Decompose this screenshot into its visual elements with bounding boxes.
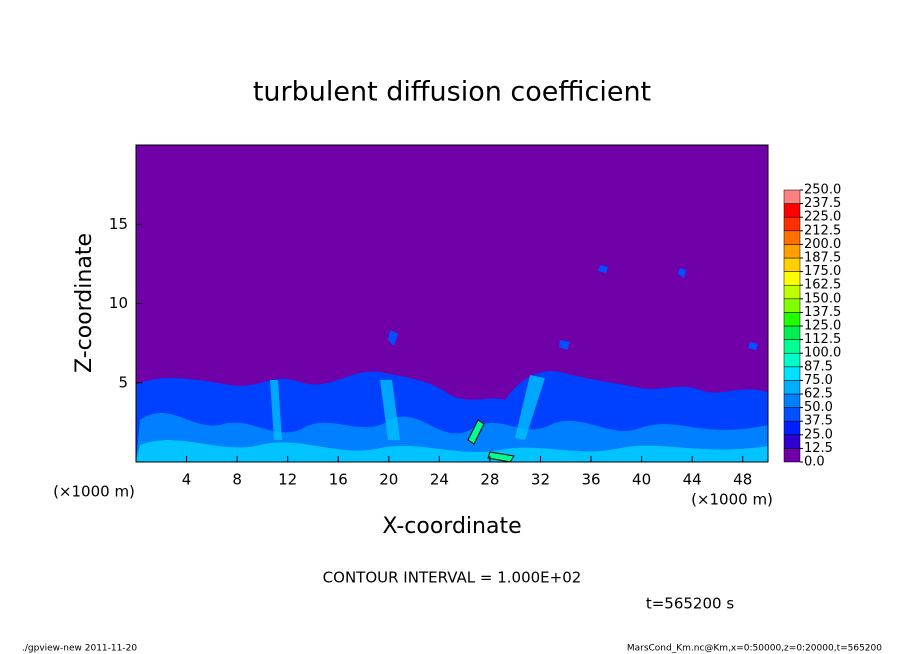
x-unit: (×1000 m): [691, 491, 773, 509]
colorbar-label: 37.5: [804, 414, 833, 429]
colorbar-bin: [783, 325, 801, 340]
colorbar-label: 50.0: [804, 400, 833, 415]
time-label: t=565200 s: [646, 595, 734, 613]
colorbar-bin: [783, 203, 801, 218]
colorbar-label: 25.0: [804, 427, 833, 442]
colorbar-label: 200.0: [804, 237, 841, 252]
colorbar-label: 225.0: [804, 210, 841, 225]
colorbar-label: 237.5: [804, 196, 841, 211]
x-tick-label: 20: [379, 471, 398, 489]
x-tick-label: 28: [480, 471, 499, 489]
y-tick-label: 10: [109, 294, 128, 312]
colorbar-label: 212.5: [804, 223, 841, 238]
colorbar-bin: [783, 284, 801, 300]
colorbar-label: 250.0: [804, 183, 841, 198]
colorbar-bin: [783, 298, 801, 313]
colorbar-label: 137.5: [804, 305, 841, 320]
colorbar-label: 62.5: [804, 387, 833, 402]
colorbar-label: 125.0: [804, 319, 841, 334]
colorbar-label: 100.0: [804, 346, 841, 361]
x-tick-label: 16: [329, 471, 348, 489]
colorbar-label: 75.0: [804, 373, 833, 388]
x-tick-label: 12: [278, 471, 297, 489]
x-tick-label: 36: [581, 471, 600, 489]
colorbar-bin: [783, 393, 801, 408]
colorbar-bin: [783, 230, 801, 245]
colorbar-bin: [783, 420, 801, 436]
colorbar-label: 87.5: [804, 359, 833, 374]
colorbar-bin: [783, 407, 801, 422]
y-axis-label: Z-coordinate: [72, 233, 97, 373]
colorbar-label: 150.0: [804, 291, 841, 306]
colorbar-bin: [783, 434, 801, 449]
colorbar-bin: [783, 216, 801, 232]
colorbar-bin: [783, 312, 801, 327]
field-streak: [270, 375, 545, 440]
colorbar-label: 112.5: [804, 332, 841, 347]
colorbar-bin: [783, 448, 801, 463]
colorbar-bin: [783, 339, 801, 354]
field-layer: [136, 440, 768, 462]
colorbar-bin: [783, 244, 801, 259]
contour-note: CONTOUR INTERVAL = 1.000E+02: [323, 569, 582, 587]
x-axis-label: X-coordinate: [382, 514, 521, 539]
footer-left: ./gpview-new 2011-11-20: [22, 644, 137, 654]
footer-right: MarsCond_Km.nc@Km,x=0:50000,z=0:20000,t=…: [627, 644, 882, 654]
colorbar-bin: [783, 380, 801, 395]
y-unit: (×1000 m): [53, 483, 135, 501]
colorbar-bin: [783, 257, 801, 272]
colorbar-bin: [783, 352, 801, 368]
colorbar-bin: [783, 189, 801, 204]
colorbar-label: 187.5: [804, 251, 841, 266]
x-tick-label: 8: [232, 471, 242, 489]
colorbar-label: 12.5: [804, 441, 833, 456]
x-tick-label: 24: [430, 471, 449, 489]
field: [136, 265, 768, 463]
y-tick-label: 15: [109, 215, 128, 233]
chart-title: turbulent diffusion coefficient: [253, 77, 651, 108]
x-tick-label: 32: [531, 471, 550, 489]
y-tick-label: 5: [118, 373, 128, 391]
colorbar-bin: [783, 366, 801, 381]
x-tick-label: 44: [683, 471, 702, 489]
x-tick-label: 48: [733, 471, 752, 489]
x-tick-label: 4: [182, 471, 192, 489]
colorbar-bin: [783, 271, 801, 286]
colorbar-label: 0.0: [804, 455, 825, 470]
x-tick-label: 40: [632, 471, 651, 489]
colorbar-label: 162.5: [804, 278, 841, 293]
colorbar-label: 175.0: [804, 264, 841, 279]
